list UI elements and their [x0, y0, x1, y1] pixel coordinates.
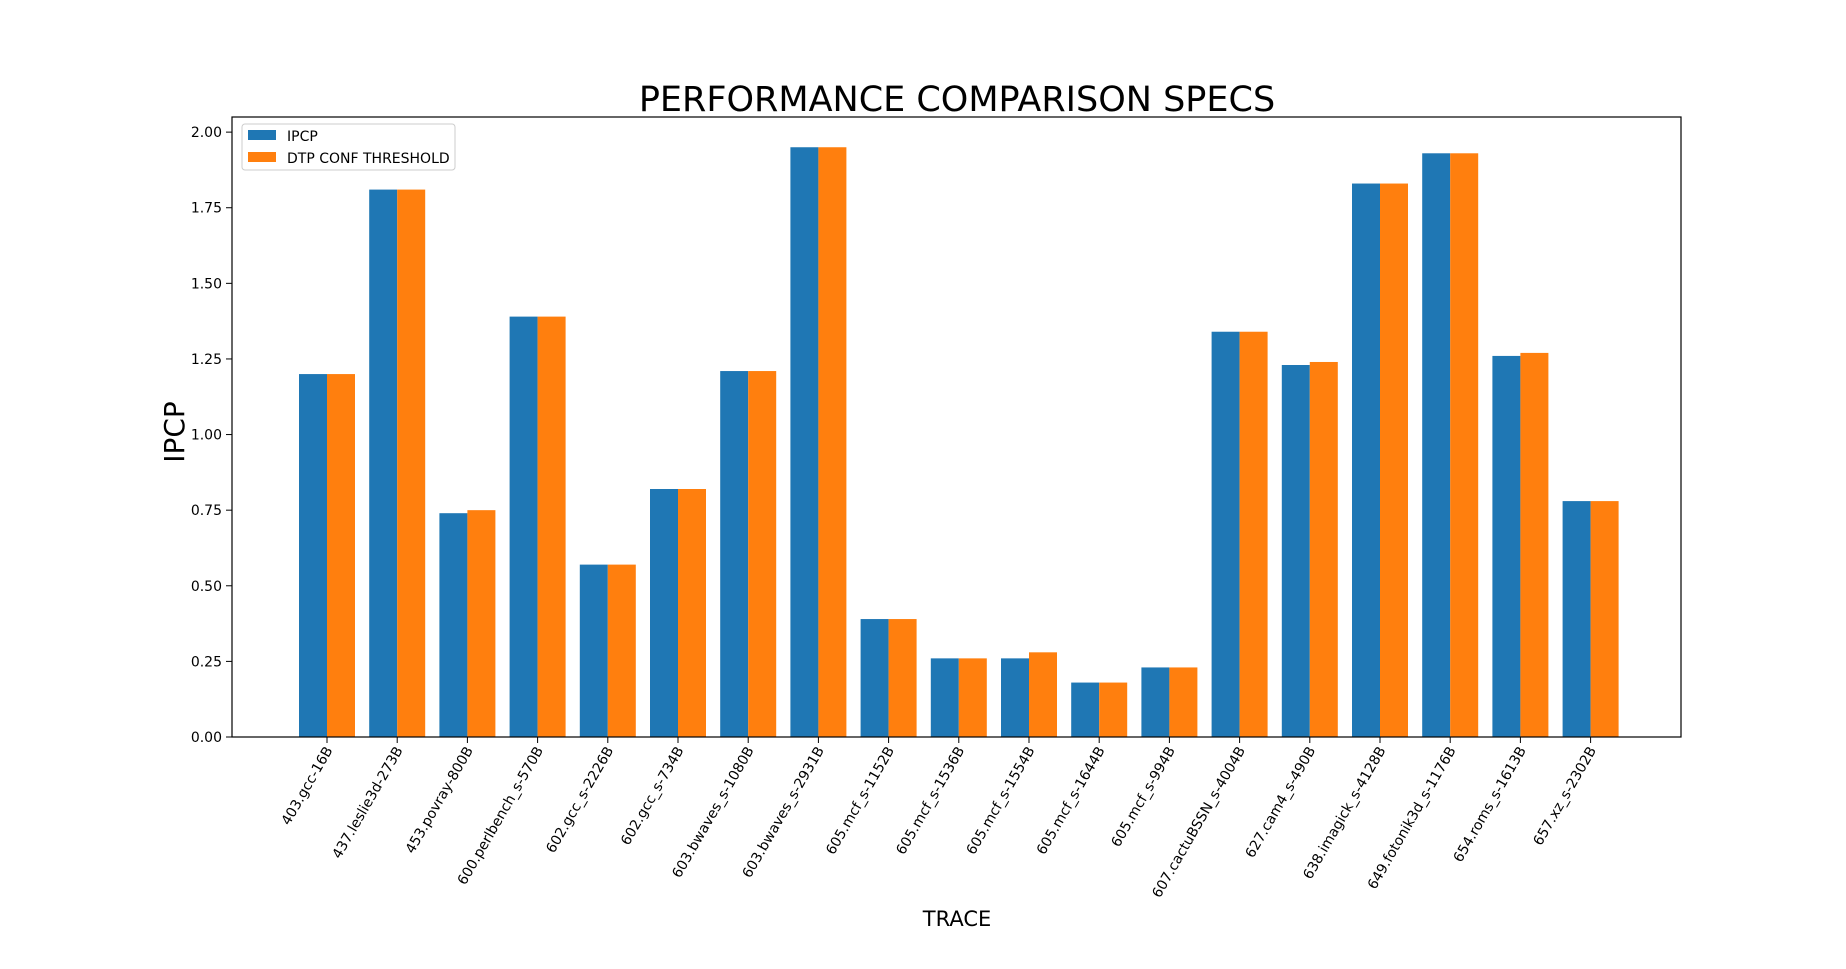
bar-ipcp-605-mcf-s-1152b [860, 619, 889, 737]
bar-dtp-conf-threshold-602-gcc-s-734b [678, 489, 706, 737]
legend: IPCP DTP CONF THRESHOLD [241, 123, 456, 171]
bar-ipcp-605-mcf-s-1536b [930, 658, 959, 737]
bar-dtp-conf-threshold-403-gcc-16b [327, 374, 355, 737]
bar-ipcp-602-gcc-s-734b [650, 489, 678, 737]
axes-frame [231, 116, 1682, 738]
bar-dtp-conf-threshold-453-povray-800b [467, 510, 496, 737]
bar-dtp-conf-threshold-605-mcf-s-1644b [1099, 682, 1128, 737]
bar-ipcp-403-gcc-16b [299, 374, 327, 737]
bar-ipcp-603-bwaves-s-2931b [790, 147, 819, 737]
bar-dtp-conf-threshold-605-mcf-s-994b [1169, 667, 1198, 737]
legend-label-ipcp: IPCP [287, 129, 318, 145]
y-tick-label: 1.25 [191, 352, 222, 368]
y-tick-label: 2.00 [191, 125, 222, 141]
bar-ipcp-605-mcf-s-1644b [1071, 682, 1100, 737]
bar-ipcp-627-cam4-s-490b [1281, 365, 1310, 737]
y-tick-label: 0.50 [191, 579, 222, 595]
bar-dtp-conf-threshold-603-bwaves-s-1080b [748, 371, 777, 737]
bar-ipcp-657-xz-s-2302b [1562, 501, 1591, 737]
bar-ipcp-607-cactubssn-s-4004b [1211, 331, 1240, 737]
bar-dtp-conf-threshold-657-xz-s-2302b [1590, 501, 1619, 737]
bar-dtp-conf-threshold-600-perlbench-s-570b [537, 316, 566, 737]
bar-ipcp-605-mcf-s-1554b [1001, 658, 1029, 737]
legend-label-dtp-conf-threshold: DTP CONF THRESHOLD [287, 151, 450, 167]
bar-dtp-conf-threshold-654-roms-s-1613b [1520, 352, 1549, 737]
y-tick-label: 1.75 [191, 201, 222, 217]
chart-title: PERFORMANCE COMPARISON SPECS [639, 80, 1275, 120]
bar-ipcp-453-povray-800b [439, 513, 468, 737]
y-tick-label: 0.25 [191, 654, 222, 670]
y-axis-label: IPCP [158, 401, 191, 463]
bar-dtp-conf-threshold-627-cam4-s-490b [1309, 361, 1338, 737]
bar-ipcp-600-perlbench-s-570b [509, 316, 538, 737]
bar-dtp-conf-threshold-605-mcf-s-1554b [1029, 652, 1057, 737]
y-tick-label: 0.75 [191, 503, 222, 519]
bar-dtp-conf-threshold-649-fotonik3d-s-1176b [1450, 153, 1479, 738]
legend-box [241, 123, 456, 171]
bar-ipcp-603-bwaves-s-1080b [720, 371, 749, 737]
bar-dtp-conf-threshold-607-cactubssn-s-4004b [1239, 331, 1268, 737]
y-tick-label: 0.00 [191, 730, 222, 746]
bar-ipcp-605-mcf-s-994b [1141, 667, 1170, 737]
bar-ipcp-649-fotonik3d-s-1176b [1422, 153, 1451, 738]
bar-ipcp-437-leslie3d-273b [369, 189, 398, 737]
y-tick-label: 1.50 [191, 276, 222, 292]
bar-dtp-conf-threshold-437-leslie3d-273b [397, 189, 426, 737]
legend-swatch-dtp-conf-threshold [248, 152, 276, 162]
bar-ipcp-654-roms-s-1613b [1492, 355, 1521, 737]
bar-ipcp-638-imagick-s-4128b [1352, 183, 1380, 737]
y-tick-label: 1.00 [191, 428, 222, 444]
bar-dtp-conf-threshold-603-bwaves-s-2931b [818, 147, 847, 737]
bar-dtp-conf-threshold-602-gcc-s-2226b [607, 564, 636, 737]
bar-dtp-conf-threshold-638-imagick-s-4128b [1380, 183, 1408, 737]
bar-dtp-conf-threshold-605-mcf-s-1536b [958, 658, 987, 737]
bar-ipcp-602-gcc-s-2226b [579, 564, 608, 737]
bar-dtp-conf-threshold-605-mcf-s-1152b [888, 619, 917, 737]
legend-swatch-ipcp [248, 130, 276, 140]
x-axis-label: TRACE [922, 907, 992, 931]
